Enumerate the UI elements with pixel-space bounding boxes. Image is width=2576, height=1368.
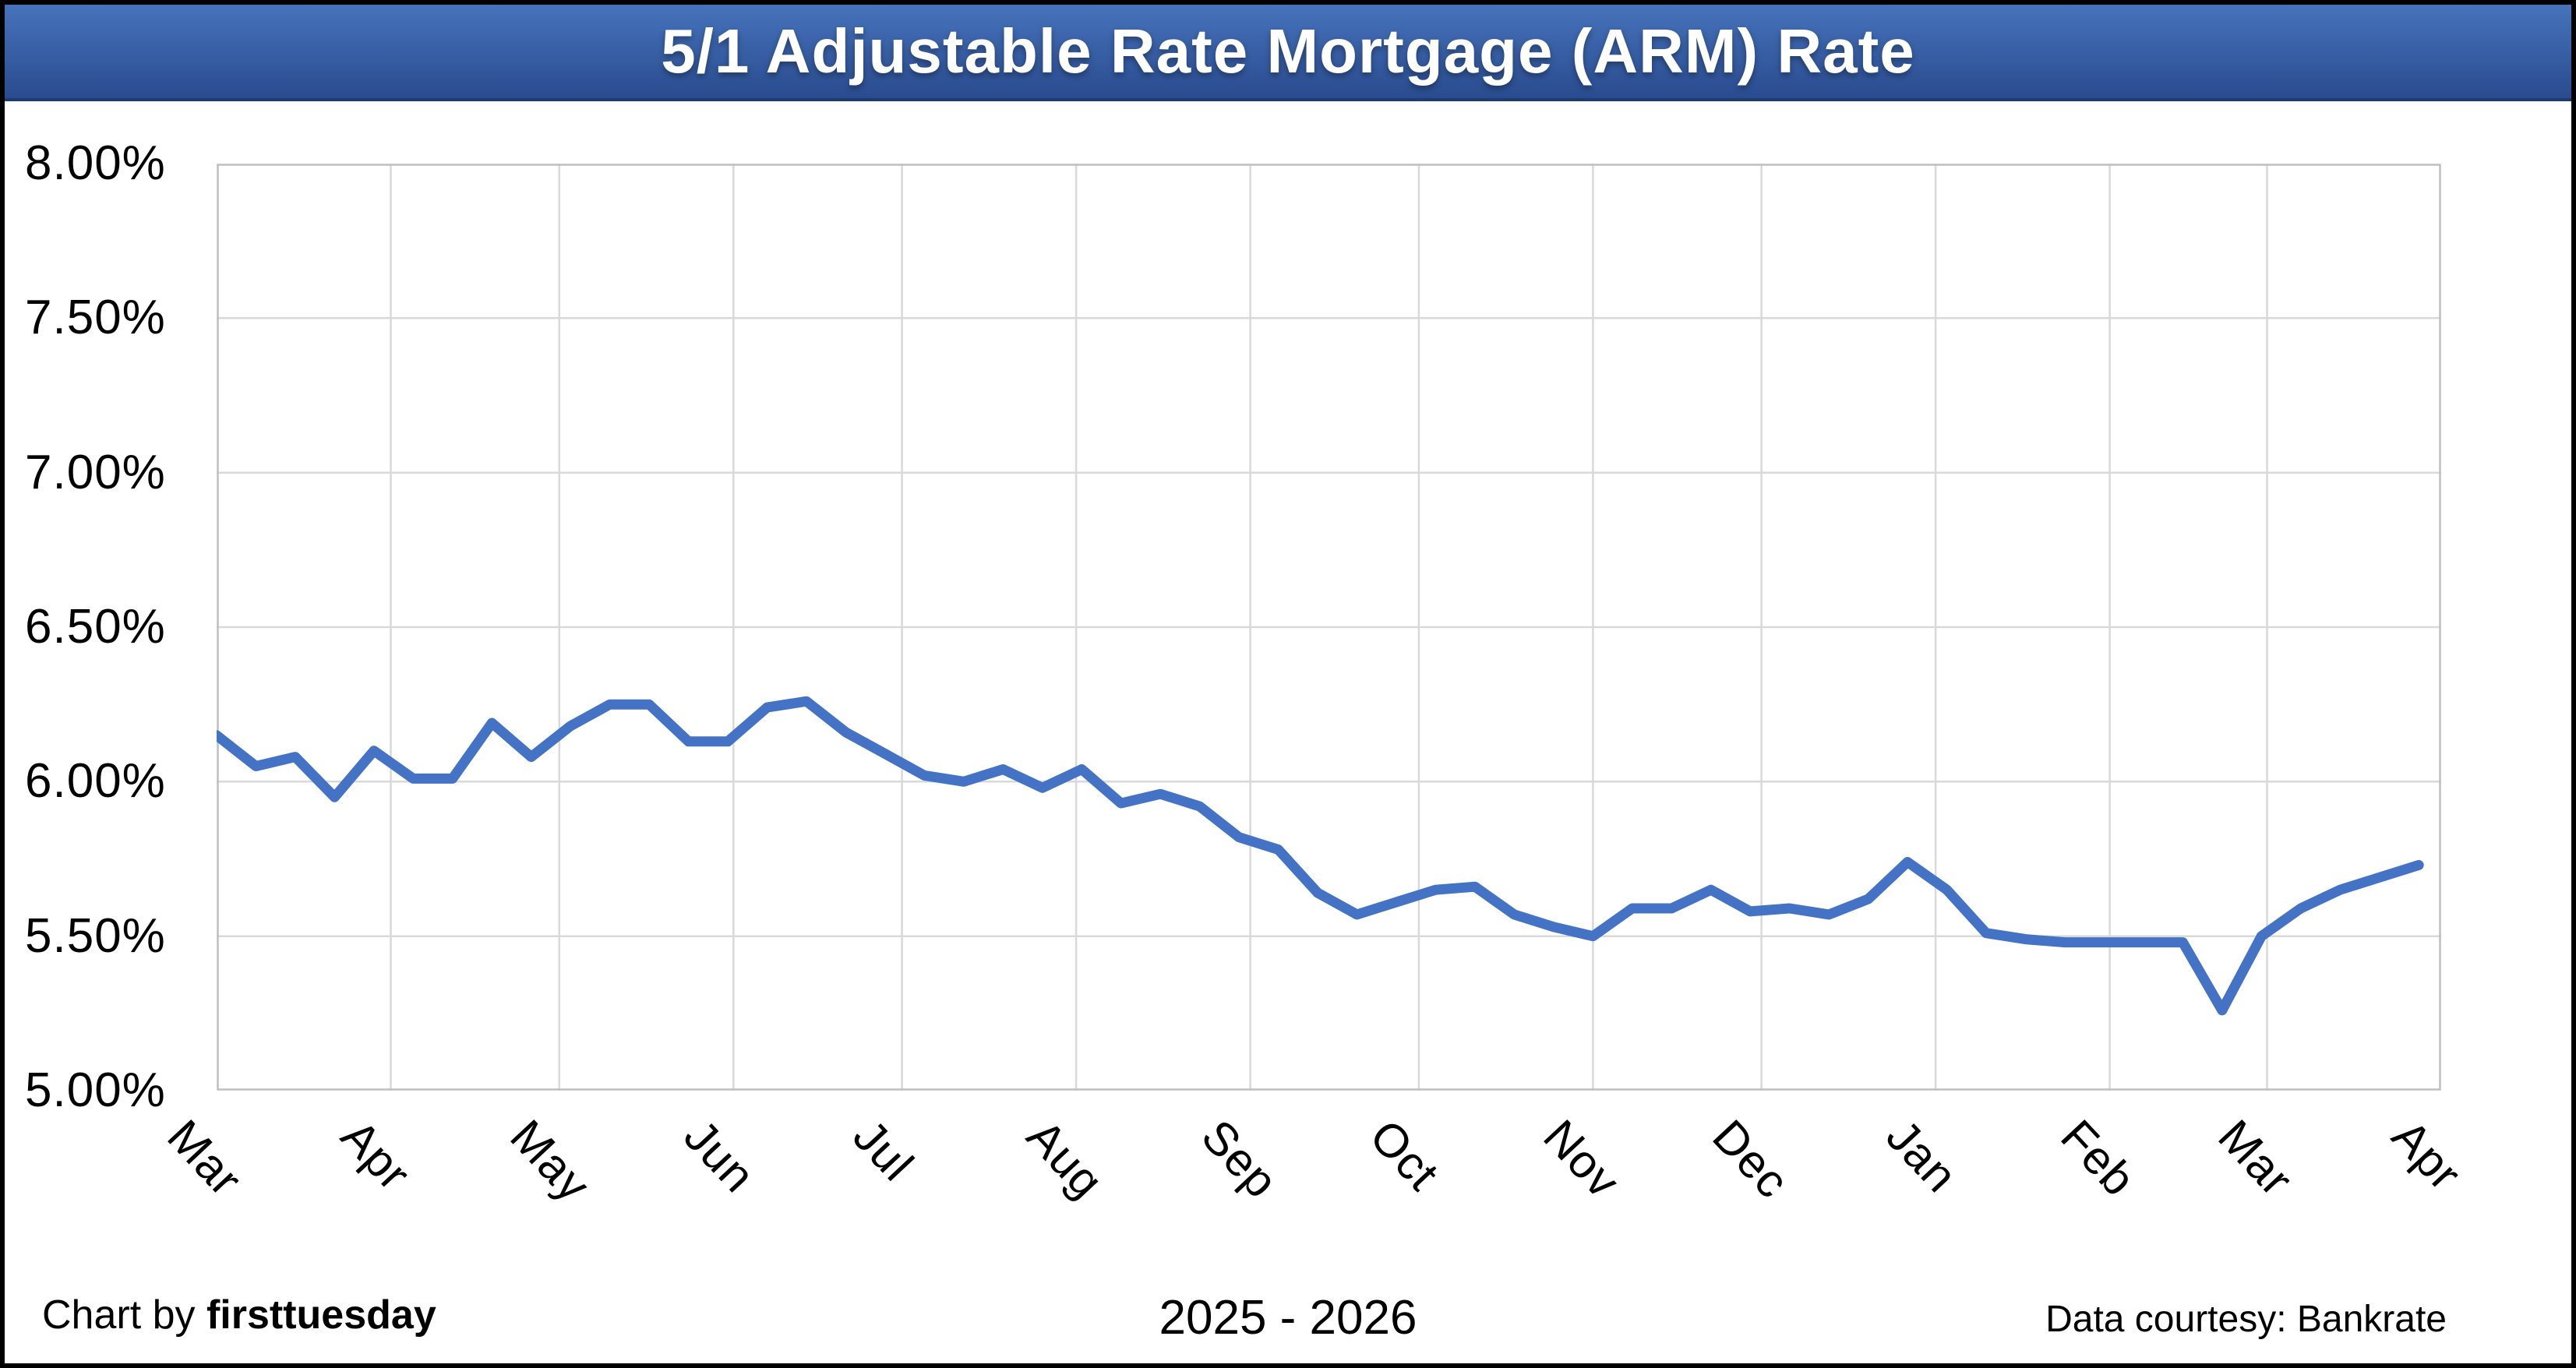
- credit-prefix: Chart by: [42, 1292, 206, 1338]
- x-axis-label: Jul: [842, 1109, 924, 1191]
- y-axis-label: 6.00%: [25, 754, 166, 809]
- x-axis-label: Dec: [1702, 1109, 1799, 1208]
- x-axis-label: Jan: [1876, 1109, 1968, 1203]
- credit-name: firsttuesday: [206, 1292, 436, 1338]
- x-axis-label: Jun: [674, 1109, 766, 1203]
- y-axis-label: 6.50%: [25, 600, 166, 654]
- footer-credit: Chart by firsttuesday: [42, 1292, 436, 1338]
- x-axis-label: Sep: [1191, 1109, 1288, 1208]
- x-axis-label: Apr: [2382, 1109, 2472, 1201]
- gridlines: [217, 164, 2441, 1091]
- arm-rate-line: [211, 696, 2424, 1016]
- y-axis-label: 7.50%: [25, 291, 166, 345]
- title-banner: 5/1 Adjustable Rate Mortgage (ARM) Rate: [5, 5, 2571, 101]
- x-axis-label: Mar: [157, 1109, 252, 1207]
- x-axis-label: Apr: [331, 1109, 422, 1201]
- y-axis-label: 8.00%: [25, 136, 166, 190]
- x-axis-label: Mar: [2207, 1109, 2303, 1207]
- x-axis-label: Aug: [1017, 1109, 1114, 1208]
- x-axis-label: Oct: [1360, 1109, 1449, 1201]
- footer-period: 2025 - 2026: [1159, 1291, 1417, 1345]
- x-axis-label: Nov: [1533, 1109, 1631, 1208]
- plot-area: [211, 164, 2441, 1091]
- plot-border: [217, 164, 2441, 1091]
- page-title: 5/1 Adjustable Rate Mortgage (ARM) Rate: [661, 16, 1915, 86]
- y-axis-label: 5.00%: [25, 1063, 166, 1117]
- x-axis-label: May: [500, 1109, 601, 1212]
- x-axis-label: Feb: [2050, 1109, 2146, 1207]
- y-axis-label: 5.50%: [25, 908, 166, 963]
- y-axis-label: 7.00%: [25, 445, 166, 499]
- footer-source: Data courtesy: Bankrate: [2045, 1299, 2447, 1340]
